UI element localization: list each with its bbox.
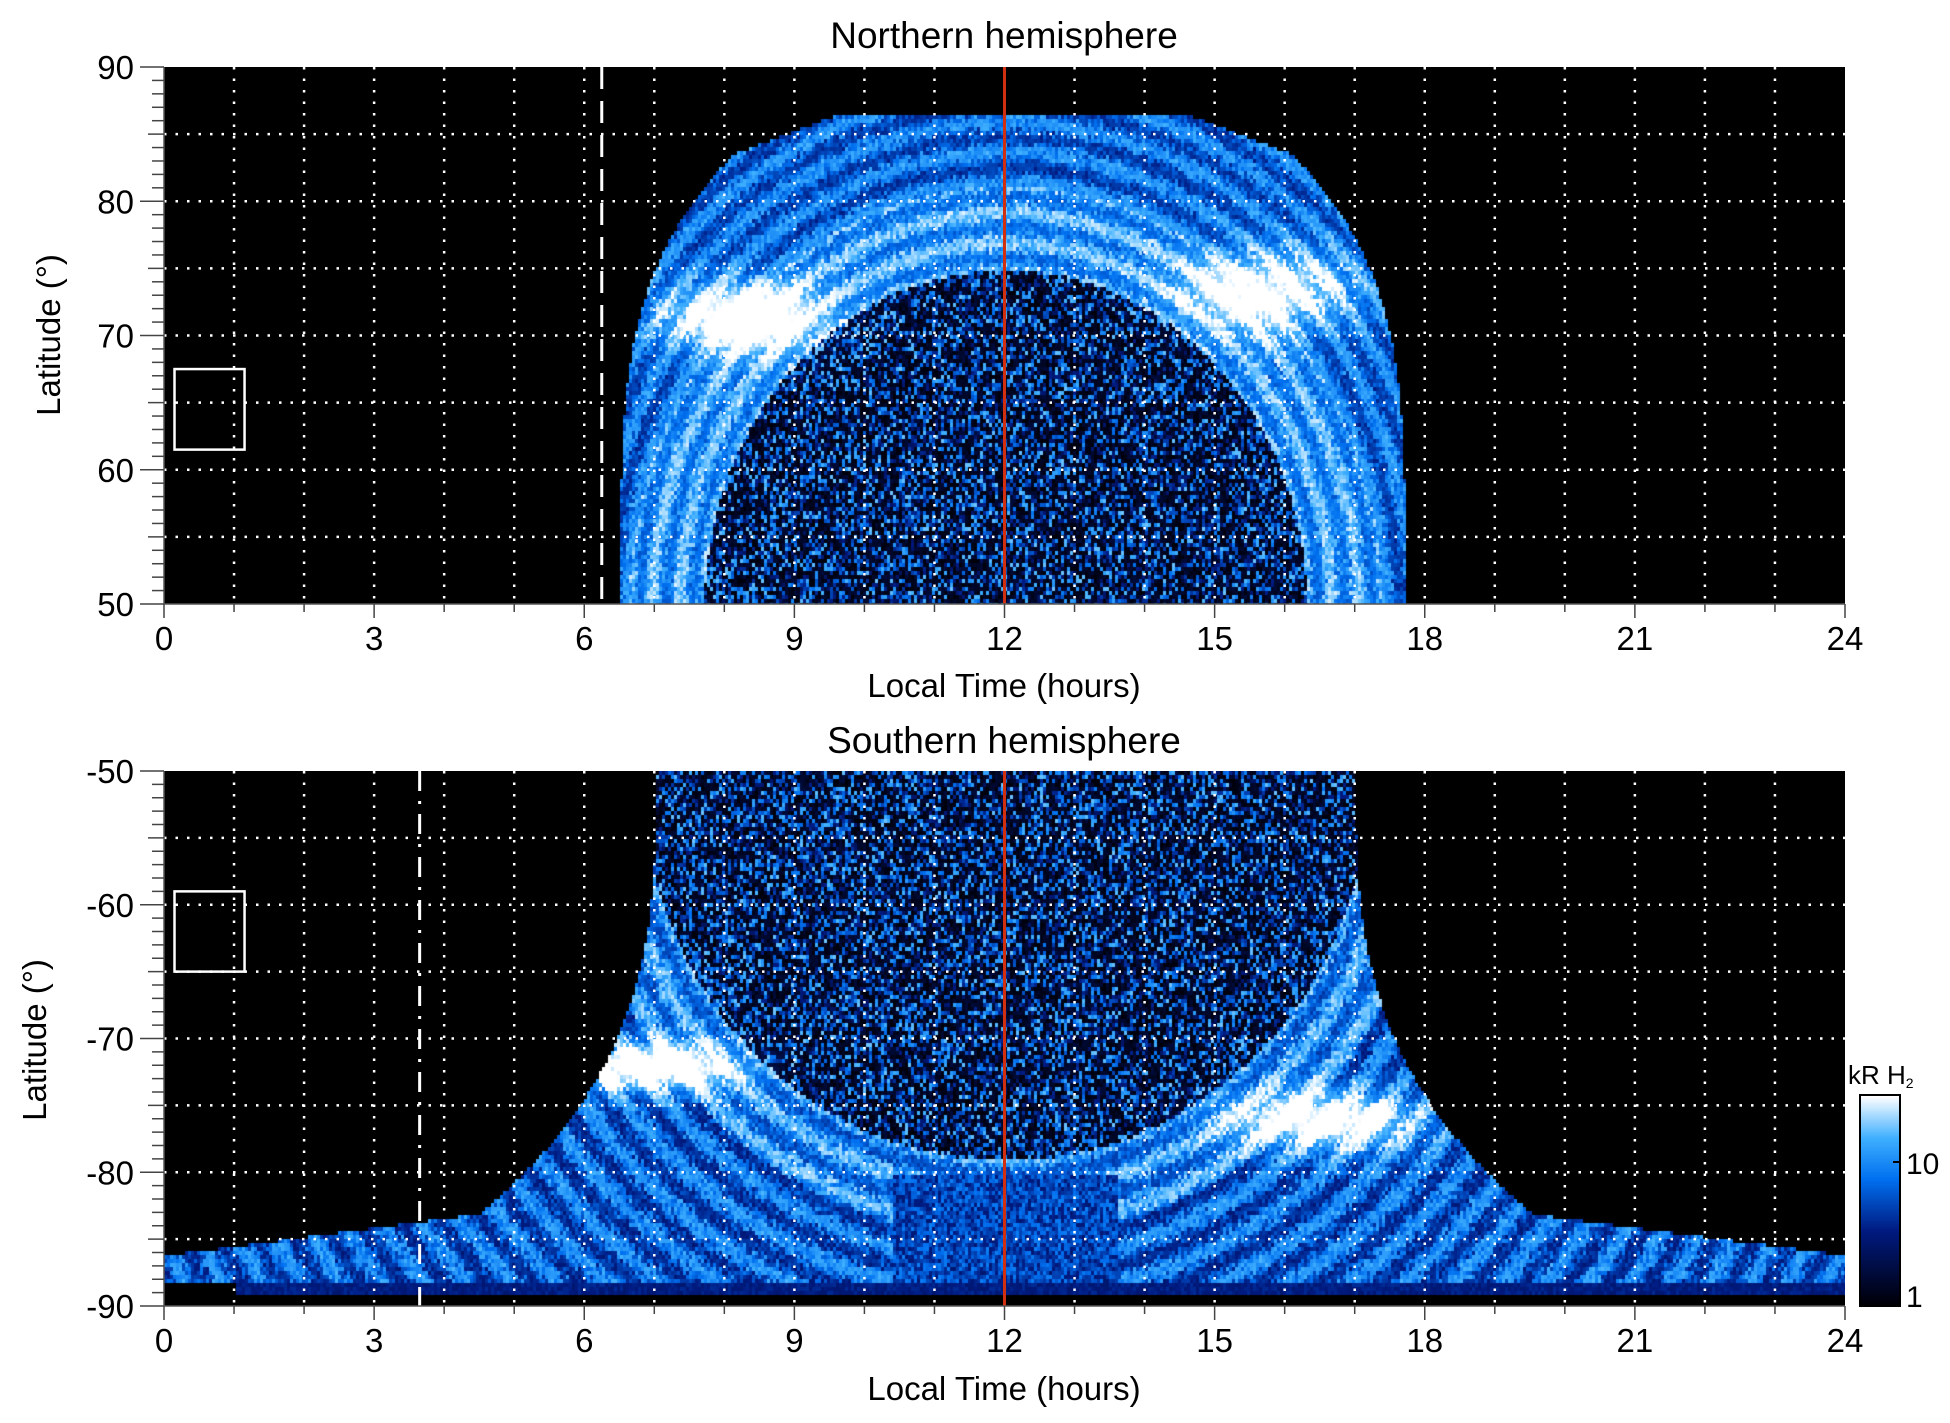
y-tick-label: 70 — [97, 318, 134, 355]
y-tick-label: -80 — [86, 1154, 134, 1191]
y-tick-label: 50 — [97, 586, 134, 623]
y-tick-label: -50 — [86, 753, 134, 790]
south-x-axis-label: Local Time (hours) — [867, 1370, 1140, 1407]
x-tick-label: 24 — [1827, 1322, 1864, 1359]
reference-box — [173, 367, 246, 451]
x-tick-label: 21 — [1617, 1322, 1654, 1359]
y-tick-label: 90 — [97, 49, 134, 86]
south-axes: -90 -80 -70 -60 -50 0 3 6 9 12 15 18 21 24 — [86, 753, 1863, 1359]
north-x-axis-label: Local Time (hours) — [867, 667, 1140, 704]
north-y-axis-label: Latitude (°) — [30, 254, 67, 416]
x-tick-label: 3 — [365, 620, 383, 657]
south-title: Southern hemisphere — [827, 720, 1181, 761]
x-tick-label: 0 — [155, 620, 173, 657]
colorbar-unit: kR H — [1848, 1060, 1906, 1090]
x-tick-label: 15 — [1196, 620, 1233, 657]
north-title: Northern hemisphere — [830, 15, 1178, 56]
x-tick-label: 12 — [986, 620, 1023, 657]
south-y-axis-label: Latitude (°) — [16, 959, 53, 1121]
x-tick-label: 9 — [785, 1322, 803, 1359]
x-tick-label: 21 — [1617, 620, 1654, 657]
y-tick-label: -90 — [86, 1288, 134, 1325]
y-tick-label: -70 — [86, 1021, 134, 1058]
x-tick-label: 9 — [785, 620, 803, 657]
x-tick-label: 6 — [575, 620, 593, 657]
y-tick-label: 60 — [97, 452, 134, 489]
colorbar-unit-subscript: 2 — [1906, 1075, 1914, 1091]
y-tick-label: 80 — [97, 183, 134, 220]
x-tick-label: 18 — [1406, 1322, 1443, 1359]
x-tick-label: 6 — [575, 1322, 593, 1359]
x-tick-label: 18 — [1406, 620, 1443, 657]
colorbar-label: kR H2 — [1848, 1060, 1914, 1091]
y-tick-label: -60 — [86, 887, 134, 924]
x-tick-label: 0 — [155, 1322, 173, 1359]
colorbar-frame — [1859, 1094, 1901, 1307]
x-tick-label: 12 — [986, 1322, 1023, 1359]
x-tick-label: 24 — [1827, 620, 1864, 657]
north-axes: 50 60 70 80 90 0 3 6 9 12 15 18 21 24 — [97, 49, 1863, 657]
colorbar-tick-label-10: 10 — [1906, 1148, 1939, 1181]
colorbar: kR H2 10 1 — [1848, 1060, 1939, 1314]
x-tick-label: 3 — [365, 1322, 383, 1359]
x-tick-label: 15 — [1196, 1322, 1233, 1359]
colorbar-tick-label-1: 1 — [1906, 1281, 1923, 1314]
colorbar-gradient — [1861, 1096, 1899, 1305]
reference-box — [173, 890, 246, 973]
